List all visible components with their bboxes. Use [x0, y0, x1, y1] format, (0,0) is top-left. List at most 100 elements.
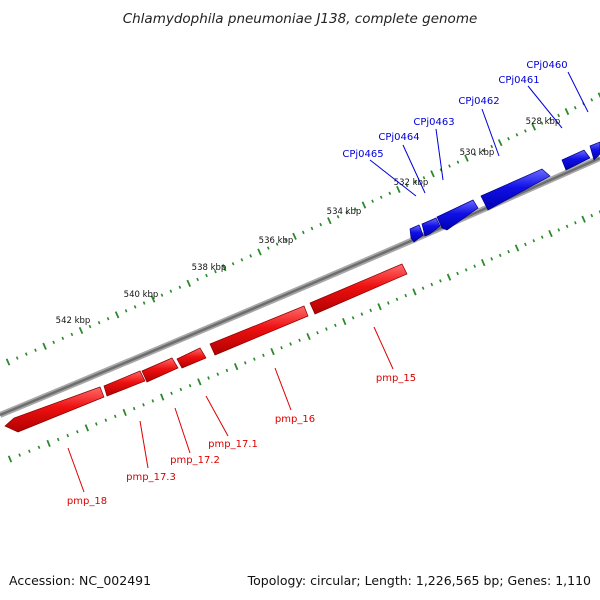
major-tick — [327, 217, 332, 225]
minor-tick — [298, 338, 301, 342]
minor-tick — [76, 430, 79, 434]
minor-tick — [386, 301, 390, 305]
gene-feature[interactable] — [141, 357, 179, 383]
leader-line — [369, 159, 417, 197]
gene-feature[interactable] — [561, 149, 591, 171]
minor-tick — [565, 224, 569, 229]
gene-label-pmp-17-2[interactable]: pmp_17.2 — [170, 455, 220, 466]
minor-tick — [240, 258, 244, 262]
minor-tick — [132, 406, 136, 411]
minor-tick — [574, 221, 577, 225]
major-tick — [186, 279, 192, 287]
leader-line — [174, 407, 191, 454]
major-tick — [531, 123, 537, 131]
gene-label-cpj0460[interactable]: CPj0460 — [526, 60, 567, 71]
minor-tick — [214, 269, 217, 274]
minor-tick — [24, 352, 28, 356]
inner-tick-ring — [7, 210, 600, 463]
minor-tick — [262, 353, 265, 357]
minor-tick — [334, 323, 337, 327]
gene-feature[interactable] — [480, 168, 551, 211]
minor-tick — [284, 238, 288, 242]
gene-label-cpj0465[interactable]: CPj0465 — [342, 149, 383, 160]
major-tick — [5, 358, 11, 366]
gene-feature[interactable] — [436, 199, 479, 231]
minor-tick — [430, 282, 434, 287]
outer-tick-ring: 542 kbp 540 kbp 538 kbp 536 kbp 534 kbp … — [5, 92, 600, 366]
major-tick — [78, 326, 84, 335]
major-tick — [233, 363, 239, 371]
minor-tick — [353, 207, 357, 211]
minor-tick — [95, 422, 98, 426]
minor-tick — [275, 242, 279, 246]
minor-tick — [97, 320, 101, 325]
minor-tick — [404, 293, 408, 298]
gene-label-pmp-18[interactable]: pmp_18 — [67, 496, 107, 507]
gene-label-pmp-17-3[interactable]: pmp_17.3 — [126, 472, 176, 483]
minor-tick — [351, 316, 355, 320]
minor-tick — [216, 372, 220, 376]
minor-tick — [490, 257, 494, 261]
gene-label-pmp-15[interactable]: pmp_15 — [376, 373, 416, 384]
minor-tick — [56, 437, 60, 442]
minor-tick — [540, 121, 544, 125]
minor-tick — [388, 191, 392, 196]
gene-label-cpj0461[interactable]: CPj0461 — [498, 75, 539, 86]
gene-feature[interactable] — [176, 347, 207, 369]
gene-feature[interactable] — [309, 263, 408, 315]
tick-label-538: 538 kbp — [192, 263, 227, 273]
minor-tick — [28, 449, 31, 453]
map-title: Chlamydophila pneumoniae J138, complete … — [123, 11, 478, 27]
major-tick — [597, 92, 600, 99]
leader-line — [402, 144, 426, 194]
gene-label-cpj0463[interactable]: CPj0463 — [413, 117, 454, 128]
minor-tick — [301, 230, 305, 235]
minor-tick — [325, 327, 328, 331]
outer-major-ticks — [5, 92, 600, 366]
gene-label-cpj0462[interactable]: CPj0462 — [458, 96, 499, 107]
gene-label-cpj0464[interactable]: CPj0464 — [378, 132, 419, 143]
major-tick — [430, 170, 435, 178]
gene-feature[interactable] — [421, 217, 441, 237]
gene-feature[interactable] — [209, 305, 309, 356]
minor-tick — [557, 228, 561, 232]
minor-tick — [142, 301, 146, 305]
minor-tick — [524, 242, 527, 247]
minor-tick — [289, 342, 292, 346]
minor-tick — [590, 213, 594, 218]
accession-text: Accession: NC_002491 — [9, 573, 151, 588]
major-tick — [7, 455, 13, 463]
minor-tick — [142, 403, 145, 407]
tick-label-532: 532 kbp — [394, 178, 429, 188]
reverse-strand-genes — [4, 263, 408, 433]
minor-tick — [316, 331, 319, 335]
gene-feature[interactable] — [409, 224, 424, 243]
minor-tick — [169, 289, 173, 293]
major-tick — [122, 408, 127, 417]
minor-tick — [207, 376, 210, 380]
minor-tick — [253, 357, 256, 361]
minor-tick — [414, 179, 417, 184]
gene-feature[interactable] — [589, 141, 600, 161]
minor-tick — [573, 105, 577, 110]
minor-tick — [345, 211, 349, 215]
major-tick — [306, 332, 311, 341]
major-tick — [446, 273, 452, 281]
minor-tick — [310, 226, 314, 231]
minor-tick — [439, 279, 442, 283]
gene-label-pmp-16[interactable]: pmp_16 — [275, 414, 315, 425]
minor-tick — [590, 98, 594, 102]
minor-tick — [70, 332, 74, 337]
major-tick — [197, 378, 202, 386]
gene-label-pmp-17-1[interactable]: pmp_17.1 — [208, 439, 258, 450]
gene-feature[interactable] — [103, 370, 146, 397]
minor-tick — [124, 309, 128, 313]
gene-feature[interactable] — [4, 386, 105, 433]
minor-tick — [113, 414, 117, 418]
major-tick — [581, 215, 586, 223]
minor-tick — [371, 199, 374, 203]
minor-tick — [490, 144, 494, 149]
minor-tick — [196, 277, 200, 282]
minor-tick — [34, 348, 37, 352]
